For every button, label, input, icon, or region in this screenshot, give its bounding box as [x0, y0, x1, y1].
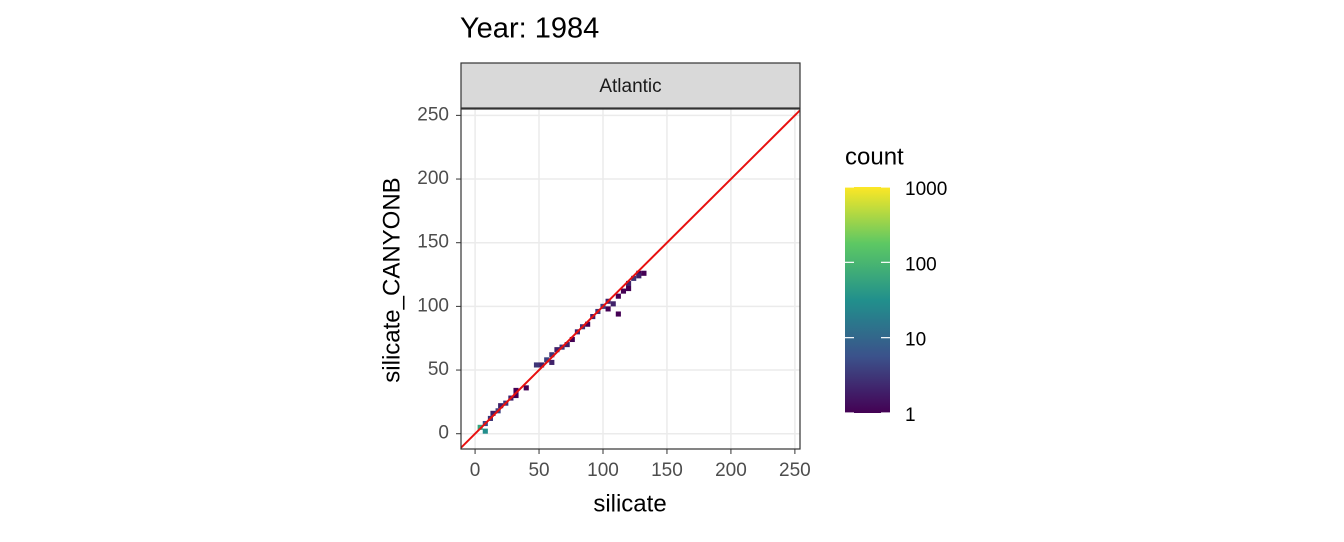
- bin-tile: [498, 403, 504, 409]
- bin-tile: [533, 362, 540, 368]
- bin-tile: [605, 306, 611, 312]
- plot-area: [461, 109, 800, 449]
- bin-tile: [585, 321, 591, 327]
- bin-tile: [615, 311, 621, 317]
- y-tick-label: 100: [417, 295, 449, 316]
- legend-colorbar: [845, 187, 890, 413]
- x-tick-label: 0: [470, 460, 481, 481]
- chart-title: Year: 1984: [460, 13, 599, 45]
- bin-tile: [554, 347, 560, 353]
- legend-label: 1000: [905, 179, 947, 200]
- bin-tile: [631, 275, 637, 281]
- y-tick-label: 150: [417, 232, 449, 253]
- bin-tile: [626, 286, 632, 292]
- y-tick-label: 200: [417, 168, 449, 189]
- bin-tile: [610, 301, 616, 307]
- x-tick-label: 150: [651, 460, 683, 481]
- bin-tile: [620, 288, 627, 294]
- reference-line: [461, 109, 800, 449]
- bin-tile: [539, 362, 545, 368]
- bin-tile: [549, 352, 555, 358]
- facet-label: Atlantic: [599, 76, 661, 97]
- x-tick-label: 100: [587, 460, 619, 481]
- panel-border: [460, 108, 801, 450]
- bin-tile: [636, 273, 642, 279]
- x-tick-label: 50: [528, 460, 549, 481]
- legend-title: count: [845, 143, 904, 170]
- bin-tile: [569, 336, 575, 343]
- facet-strip: [460, 62, 801, 109]
- y-tick-label: 0: [438, 423, 449, 444]
- bin-tile: [482, 428, 488, 434]
- bin-tile: [626, 280, 632, 287]
- bin-tile: [549, 359, 555, 365]
- bin-tile: [615, 293, 621, 299]
- y-tick-label: 250: [417, 104, 449, 125]
- bin-tile: [490, 410, 496, 416]
- bin-tile: [523, 385, 529, 391]
- legend-label: 100: [905, 254, 937, 275]
- x-axis-label: silicate: [593, 490, 666, 517]
- bin-tile: [513, 387, 519, 393]
- x-tick-label: 200: [715, 460, 747, 481]
- y-axis-label: silicate_CANYONB: [378, 177, 405, 382]
- y-tick-label: 50: [428, 359, 449, 380]
- legend-label: 10: [905, 330, 926, 351]
- legend-label: 1: [905, 405, 916, 426]
- bin-tile: [513, 392, 519, 399]
- bin-tile: [564, 342, 570, 348]
- bin-tile: [641, 270, 647, 276]
- x-tick-label: 250: [779, 460, 811, 481]
- bin-tile: [544, 357, 550, 363]
